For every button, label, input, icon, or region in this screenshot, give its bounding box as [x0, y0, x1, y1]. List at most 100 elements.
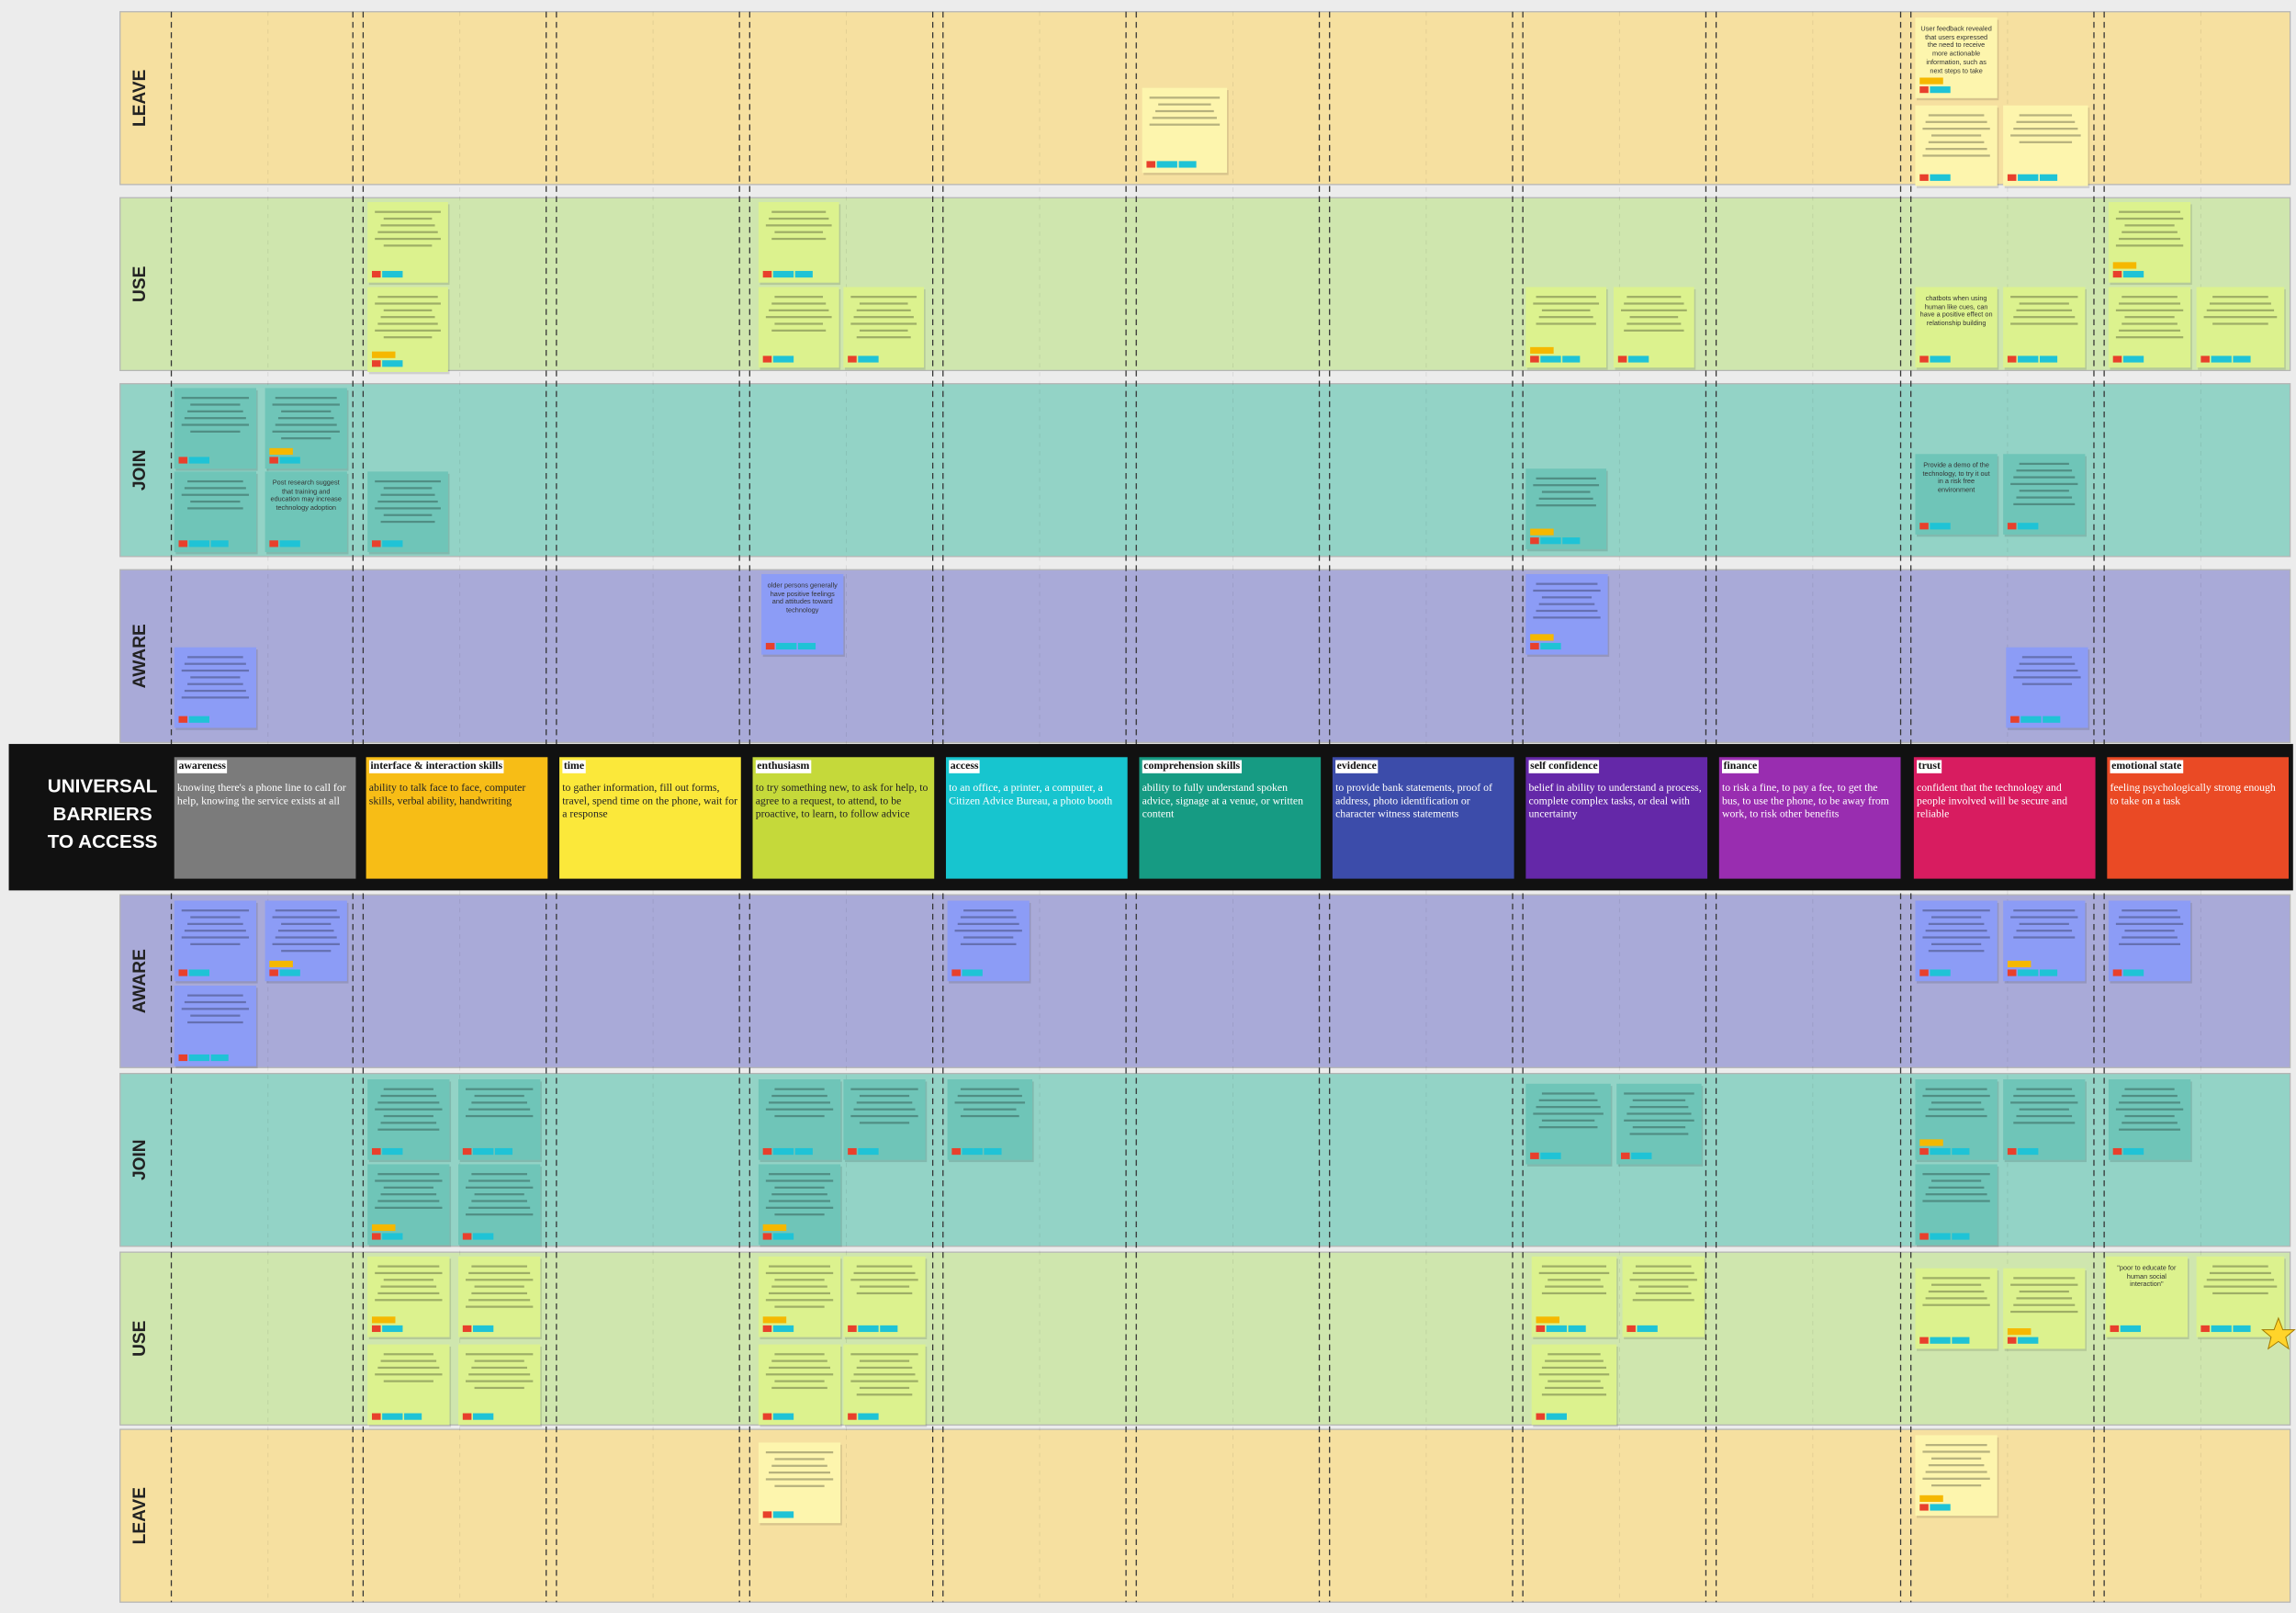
tag	[2120, 1325, 2141, 1333]
text-placeholder	[2010, 916, 2078, 919]
text-placeholder	[377, 1366, 440, 1370]
text-placeholder	[856, 1265, 913, 1268]
text-placeholder	[2010, 322, 2078, 325]
text-placeholder	[2019, 302, 2069, 305]
tag	[472, 1413, 494, 1420]
text-placeholder	[375, 479, 441, 483]
text-placeholder	[1548, 1380, 1601, 1382]
text-placeholder	[1536, 296, 1596, 299]
tag	[2020, 716, 2042, 723]
tag	[1546, 1413, 1567, 1420]
barrier-card-content: trust confident that the technology and p…	[1917, 760, 2067, 819]
sticky-note	[758, 1344, 841, 1426]
text-placeholder	[1925, 1471, 1987, 1473]
text-placeholder	[383, 244, 433, 247]
text-placeholder	[1925, 148, 1987, 151]
text-placeholder	[375, 237, 441, 241]
text-placeholder	[1930, 942, 1982, 945]
sticky-note	[1915, 1268, 1998, 1349]
barrier-card	[366, 757, 548, 879]
text-placeholder	[471, 1101, 527, 1104]
text-placeholder	[187, 682, 243, 685]
text-placeholder	[383, 1353, 433, 1356]
tag	[1178, 161, 1197, 168]
text-placeholder	[2206, 309, 2275, 311]
text-placeholder	[1922, 1477, 1990, 1480]
sticky-note	[1915, 1164, 1998, 1246]
sticky-note	[758, 1079, 841, 1160]
text-placeholder	[187, 994, 243, 997]
text-placeholder	[1632, 1271, 1694, 1275]
text-placeholder	[2119, 210, 2181, 213]
text-placeholder	[771, 1285, 827, 1288]
text-placeholder	[181, 423, 250, 426]
text-placeholder	[859, 1285, 910, 1288]
tag	[1540, 537, 1561, 545]
sticky-note-content: Post research suggest that training and …	[271, 479, 342, 511]
text-placeholder	[2115, 922, 2184, 925]
tag	[1546, 1325, 1567, 1333]
text-placeholder	[1541, 1092, 1595, 1095]
text-placeholder	[850, 1114, 918, 1118]
text-placeholder	[2203, 1285, 2278, 1288]
text-placeholder	[774, 1213, 825, 1216]
tag	[2018, 1147, 2039, 1156]
tag	[1536, 1325, 1546, 1333]
sticky-note	[758, 202, 839, 283]
tag	[269, 540, 278, 547]
text-placeholder	[383, 1380, 433, 1382]
text-placeholder	[771, 1094, 827, 1098]
text-placeholder	[2019, 141, 2073, 143]
text-placeholder	[2013, 1277, 2076, 1280]
text-placeholder	[2010, 1101, 2078, 1104]
lane-label: USE	[130, 1320, 150, 1357]
barrier-card-content: self confidence belief in ability to unde…	[1528, 760, 1702, 819]
text-placeholder	[380, 1193, 437, 1196]
text-placeholder	[2206, 1279, 2275, 1281]
sticky-note	[1531, 1256, 1617, 1337]
tag	[951, 1147, 961, 1156]
tag	[1930, 355, 1951, 363]
text-placeholder	[1538, 1271, 1610, 1275]
text-placeholder	[181, 936, 250, 939]
tag	[279, 457, 300, 464]
text-placeholder	[2122, 231, 2178, 233]
text-placeholder	[1629, 316, 1679, 319]
text-placeholder	[474, 1285, 524, 1288]
text-placeholder	[375, 329, 441, 332]
tag	[1919, 1495, 1943, 1502]
sticky-note-text: User feedback revealed that users expres…	[1920, 25, 1992, 74]
tag	[1620, 1152, 1630, 1159]
lane-label: AWARE	[130, 624, 150, 688]
sticky-note	[1614, 287, 1694, 368]
text-placeholder	[2013, 676, 2081, 679]
text-placeholder	[850, 1088, 918, 1090]
tag	[762, 355, 772, 363]
text-placeholder	[957, 1094, 1022, 1098]
text-placeholder	[468, 1271, 531, 1275]
text-placeholder	[1922, 1303, 1990, 1306]
text-placeholder	[1629, 1133, 1689, 1135]
text-placeholder	[187, 479, 243, 483]
text-placeholder	[1928, 922, 1985, 925]
text-placeholder	[2016, 120, 2076, 123]
tag	[762, 270, 772, 278]
tag	[2018, 969, 2039, 976]
text-placeholder	[380, 224, 435, 227]
barrier-description: to try something new, to ask for help, t…	[755, 780, 929, 820]
text-placeholder	[281, 922, 332, 925]
sticky-note	[2196, 1256, 2285, 1337]
barrier-description: to risk a fine, to pay a fee, to get the…	[1722, 780, 1889, 820]
tag	[762, 1325, 772, 1333]
sticky-note-content: Provide a demo of the technology, to try…	[1923, 461, 1990, 493]
tag	[962, 1147, 983, 1156]
tag	[178, 1054, 188, 1062]
text-placeholder	[468, 1373, 531, 1376]
text-placeholder	[383, 513, 433, 516]
tag	[848, 1413, 857, 1420]
tag	[178, 540, 188, 547]
text-placeholder	[2010, 296, 2078, 299]
text-placeholder	[960, 942, 1017, 945]
barrier-card	[1139, 757, 1322, 879]
text-placeholder	[1925, 1193, 1987, 1196]
